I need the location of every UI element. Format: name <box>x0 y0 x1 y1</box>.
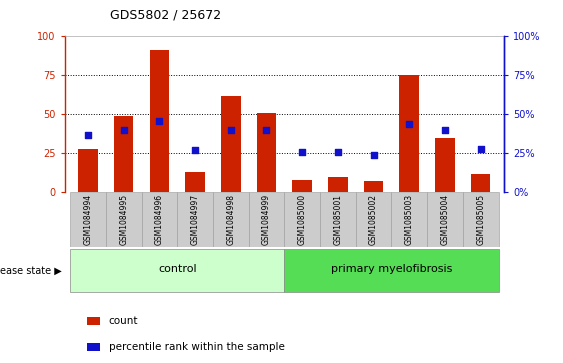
Text: control: control <box>158 265 196 274</box>
Bar <box>185 172 205 192</box>
Bar <box>213 192 249 247</box>
Text: GSM1085000: GSM1085000 <box>298 194 307 245</box>
Text: GSM1085003: GSM1085003 <box>405 194 414 245</box>
Bar <box>356 192 391 247</box>
Bar <box>87 317 100 325</box>
Text: disease state ▶: disease state ▶ <box>0 265 62 276</box>
Bar <box>70 249 284 292</box>
Text: primary myelofibrosis: primary myelofibrosis <box>330 265 452 274</box>
Bar <box>106 192 141 247</box>
Point <box>369 152 378 158</box>
Point <box>476 146 485 152</box>
Bar <box>257 113 276 192</box>
Bar <box>427 192 463 247</box>
Text: GSM1085004: GSM1085004 <box>440 194 449 245</box>
Bar <box>320 192 356 247</box>
Bar <box>114 116 133 192</box>
Bar <box>150 50 169 192</box>
Point <box>262 127 271 133</box>
Point <box>155 118 164 123</box>
Text: GSM1084998: GSM1084998 <box>226 194 235 245</box>
Text: GSM1085005: GSM1085005 <box>476 194 485 245</box>
Text: GSM1084997: GSM1084997 <box>190 194 199 245</box>
Point <box>298 149 307 155</box>
Bar <box>249 192 284 247</box>
Bar <box>471 174 490 192</box>
Bar <box>292 180 312 192</box>
Bar <box>463 192 498 247</box>
Bar <box>328 177 348 192</box>
Bar <box>177 192 213 247</box>
Text: GSM1085002: GSM1085002 <box>369 194 378 245</box>
Text: GSM1084995: GSM1084995 <box>119 194 128 245</box>
Point <box>119 127 128 133</box>
Text: GSM1085001: GSM1085001 <box>333 194 342 245</box>
Bar <box>141 192 177 247</box>
Point <box>226 127 235 133</box>
Text: GSM1084999: GSM1084999 <box>262 194 271 245</box>
Point <box>405 121 414 127</box>
Bar <box>70 192 106 247</box>
Bar <box>391 192 427 247</box>
Bar <box>435 138 455 192</box>
Text: percentile rank within the sample: percentile rank within the sample <box>109 342 284 352</box>
Bar <box>364 182 383 192</box>
Bar <box>78 149 98 192</box>
Bar <box>221 95 240 192</box>
Point <box>190 147 199 153</box>
Bar <box>87 343 100 351</box>
Bar <box>284 192 320 247</box>
Point <box>83 132 92 138</box>
Text: count: count <box>109 316 138 326</box>
Bar <box>284 249 498 292</box>
Text: GDS5802 / 25672: GDS5802 / 25672 <box>110 9 221 22</box>
Bar <box>400 75 419 192</box>
Point <box>440 127 449 133</box>
Text: GSM1084994: GSM1084994 <box>83 194 92 245</box>
Text: GSM1084996: GSM1084996 <box>155 194 164 245</box>
Point <box>333 149 342 155</box>
